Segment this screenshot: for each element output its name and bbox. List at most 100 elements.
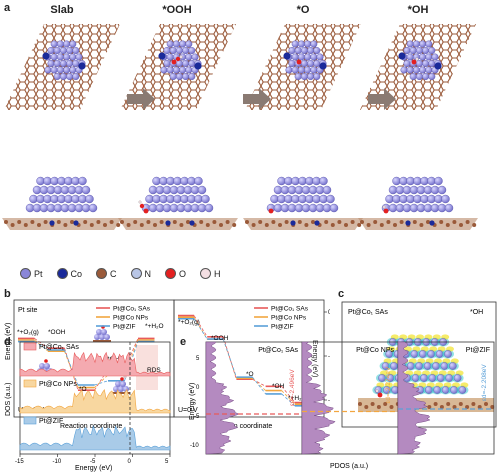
energy-connector-0-3 bbox=[281, 386, 296, 403]
dos-legend-label-1: Pt@Co NPs bbox=[39, 381, 77, 388]
dos-legend-swatch-0 bbox=[23, 342, 37, 351]
b-legend-label-1: Pt@Co NPs bbox=[113, 315, 149, 322]
b-left-ann-ooh: *OOH bbox=[48, 329, 66, 336]
atom-h-icon bbox=[200, 268, 212, 279]
atom-legend-h: H bbox=[200, 268, 221, 279]
pdos-title-1: Pt@Co NPs bbox=[356, 347, 394, 354]
side-view-0 bbox=[2, 176, 122, 230]
dband-label-2: εd=-2.208eV bbox=[481, 364, 488, 401]
d-xtick-3: 0 bbox=[128, 459, 132, 465]
state-oh: *OH bbox=[407, 4, 429, 16]
e-xlabel: PDOS (a.u.) bbox=[330, 463, 368, 470]
rds-highlight bbox=[136, 345, 158, 390]
energy-connector-2-0 bbox=[34, 341, 49, 351]
pdos-title-0: Pt@Co₁ SAs bbox=[258, 347, 298, 354]
atom-legend-o: O bbox=[165, 268, 186, 279]
top-view-2 bbox=[245, 24, 361, 110]
b-right-ann-o2: *+O₂(g) bbox=[178, 319, 200, 326]
atom-legend-label: O bbox=[179, 268, 187, 279]
panel-d-dos: Pt@Co₁ SAs Pt@Co NPs Pt@ZIF -15 -10 -5 0 5 DOS… bbox=[5, 341, 171, 472]
d-xtick-1: -10 bbox=[53, 459, 62, 465]
dband-label-0: εd=-2.496eV bbox=[289, 369, 296, 406]
b-right-xlabel: Reaction coordinate bbox=[210, 423, 272, 430]
b-legend-label-0: Pt@Co₁ SAs bbox=[113, 306, 151, 313]
c-title: Pt@Co₁ SAs bbox=[348, 309, 388, 316]
atom-legend-label: Pt bbox=[34, 268, 43, 279]
b-right-potential: U=0 V bbox=[178, 407, 198, 414]
energy-connector-2-1 bbox=[64, 349, 79, 386]
top-view-0 bbox=[4, 24, 120, 110]
energy-connector-0-2 bbox=[252, 378, 266, 387]
atom-c-icon bbox=[96, 268, 108, 279]
b-left-ann-o2: *+O₂(g) bbox=[17, 329, 39, 336]
panel-d-label: d bbox=[4, 336, 11, 348]
e-ytick-1: 0 bbox=[196, 385, 200, 391]
panel-e-label: e bbox=[180, 336, 187, 348]
b-left-ylabel: Energy (eV) bbox=[5, 323, 12, 360]
state-ooh: *OOH bbox=[162, 4, 192, 16]
b-legend-label-2: Pt@ZIF bbox=[113, 324, 136, 331]
energy-connector-2-1 bbox=[222, 338, 237, 378]
atom-pt-icon bbox=[20, 268, 31, 279]
e-ylabel: Energy (eV) bbox=[189, 383, 196, 420]
atom-n-icon bbox=[130, 268, 142, 279]
atom-legend-label: H bbox=[214, 268, 221, 279]
side-view-1 bbox=[118, 176, 238, 230]
b-left-xlabel: Reaction coordinate bbox=[60, 423, 122, 430]
b-right-ann-oh: *OH bbox=[272, 383, 285, 390]
b-legend-label-2: Pt@ZIF bbox=[271, 324, 294, 331]
dos-legend-label-0: Pt@Co₁ SAs bbox=[39, 344, 79, 351]
dos-series-2 bbox=[19, 425, 171, 451]
b-right-frame bbox=[173, 299, 325, 418]
d-xlabel: Energy (eV) bbox=[75, 465, 112, 472]
atom-co-icon bbox=[56, 268, 68, 279]
step-arrow-1 bbox=[243, 88, 271, 110]
energy-connector-1-2 bbox=[94, 374, 109, 388]
dos-series-1 bbox=[19, 388, 171, 414]
b-ytick-2: -4 bbox=[328, 398, 330, 404]
panel-c-charge-density: Pt@Co₁ SAs *OH bbox=[341, 301, 497, 428]
atom-legend-label: C bbox=[110, 268, 117, 279]
b-left-ann-h2o: *+H₂O bbox=[145, 323, 164, 330]
dos-series-0 bbox=[19, 351, 171, 377]
state-slab: Slab bbox=[50, 4, 74, 16]
dband-label-1: εd=-2.274eV bbox=[385, 366, 392, 403]
energy-connector-0-0 bbox=[193, 315, 208, 337]
side-view-2 bbox=[243, 176, 363, 230]
b-ytick-1: -2 bbox=[328, 354, 330, 360]
atom-legend-label: N bbox=[144, 268, 152, 279]
pdos-title-2: Pt@ZIF bbox=[466, 347, 490, 354]
d-xtick-2: -5 bbox=[90, 459, 96, 465]
energy-connector-2-3 bbox=[281, 393, 296, 407]
b-legend-label-1: Pt@Co NPs bbox=[271, 315, 307, 322]
energy-connector-2-2 bbox=[94, 380, 109, 386]
atom-legend-label: Co bbox=[70, 268, 83, 279]
top-view-3 bbox=[360, 24, 476, 110]
d-xtick-0: -15 bbox=[15, 459, 24, 465]
atom-legend-n: N bbox=[130, 268, 152, 279]
e-ytick-3: -10 bbox=[190, 443, 199, 449]
panel-a-label: a bbox=[4, 2, 11, 14]
b-legend-label-0: Pt@Co₁ SAs bbox=[271, 306, 309, 313]
panel-b-label: b bbox=[4, 288, 11, 300]
panel-c-label: c bbox=[338, 288, 345, 300]
atom-legend: Pt Co C N O H bbox=[20, 268, 221, 279]
b-left-ann-o: *O bbox=[79, 386, 87, 393]
b-right-ann-ooh: *OOH bbox=[211, 335, 229, 342]
pdos-curve-0 bbox=[205, 341, 240, 455]
dos-legend-swatch-1 bbox=[23, 379, 37, 388]
dos-legend-swatch-2 bbox=[23, 416, 37, 425]
atom-legend-c: C bbox=[96, 268, 117, 279]
adsorbate-icon-3 bbox=[112, 375, 130, 394]
panel-a-structures bbox=[2, 24, 478, 230]
c-state: *OH bbox=[470, 309, 483, 316]
step-arrow-2 bbox=[368, 88, 396, 110]
energy-connector-2-0 bbox=[193, 318, 208, 340]
top-view-1 bbox=[120, 24, 236, 110]
energy-connector-1-2 bbox=[252, 377, 266, 391]
b-right-ann-h2o: *+H₂O bbox=[288, 395, 307, 402]
pdos-curve-1 bbox=[301, 341, 336, 455]
b-right-ann-o: *O bbox=[246, 371, 254, 378]
energy-connector-2-2 bbox=[252, 376, 266, 395]
dos-legend-label-2: Pt@ZIF bbox=[39, 418, 63, 425]
